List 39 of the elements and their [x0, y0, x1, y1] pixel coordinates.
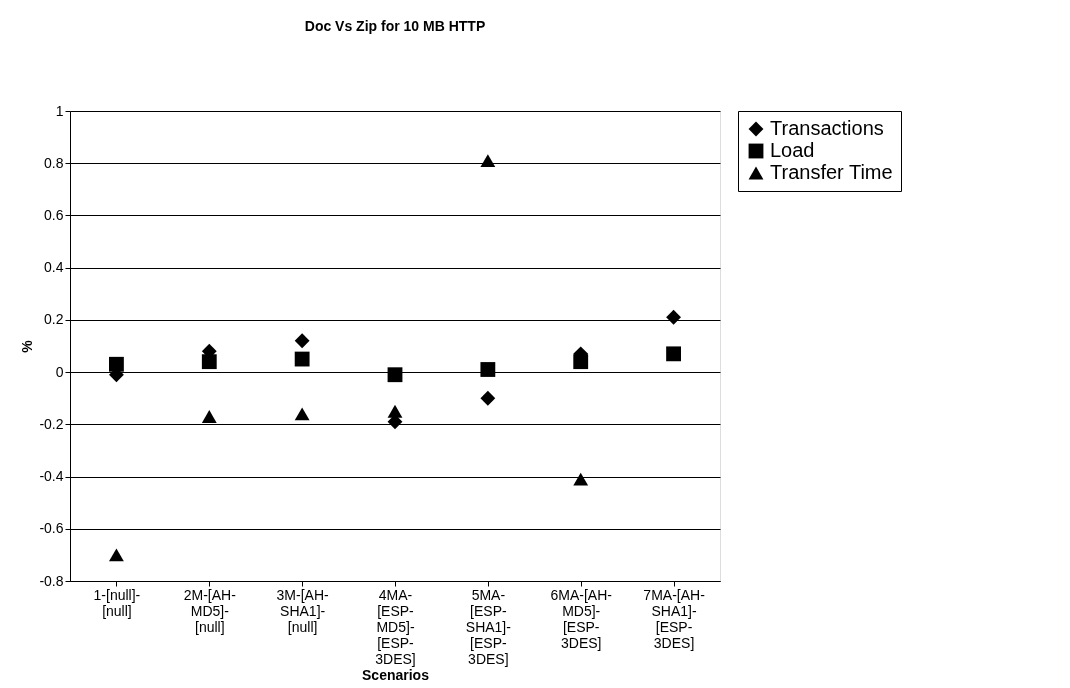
y-tick-label: 0.6 — [44, 206, 64, 223]
y-tick-label: 0.8 — [44, 154, 64, 171]
point — [294, 407, 310, 421]
x-tick-label: 4MA-[ESP-MD5]-[ESP-3DES] — [375, 586, 416, 667]
chart-title: Doc Vs Zip for 10 MB HTTP — [304, 18, 486, 34]
point — [666, 309, 681, 325]
y-tick-label: 0.2 — [44, 311, 64, 328]
legend-label: Load — [770, 139, 815, 161]
y-tick-label: -0.2 — [39, 415, 64, 432]
y-tick-label: 1 — [55, 102, 64, 119]
x-axis-title: Scenarios — [362, 666, 430, 683]
point — [294, 351, 310, 367]
point — [201, 354, 217, 370]
legend-label: Transfer Time — [770, 161, 893, 183]
point — [573, 354, 589, 370]
x-tick-label: 7MA-[AH-SHA1]-[ESP-3DES] — [643, 586, 706, 651]
point — [387, 404, 403, 418]
point — [480, 390, 496, 406]
point — [294, 333, 310, 349]
y-axis-title: % — [19, 339, 36, 353]
point — [387, 367, 403, 383]
y-tick-label: -0.4 — [39, 468, 64, 485]
legend-label: Transactions — [770, 117, 884, 139]
y-tick-label: -0.6 — [39, 520, 64, 537]
y-tick-label: -0.8 — [39, 572, 64, 589]
y-tick-label: 0.4 — [44, 259, 64, 276]
x-tick-label: 6MA-[AH-MD5]-[ESP-3DES] — [550, 586, 613, 651]
point — [201, 410, 217, 423]
point — [573, 472, 589, 486]
x-tick-label: 5MA-[ESP-SHA1]-[ESP-3DES] — [465, 586, 512, 667]
point — [480, 154, 496, 168]
x-tick-label: 1-[null]-[null] — [93, 586, 141, 619]
point — [109, 548, 124, 562]
x-tick-label: 2M-[AH-MD5]-[null] — [183, 586, 237, 635]
point — [480, 362, 496, 377]
x-tick-label: 3M-[AH-SHA1]-[null] — [276, 586, 330, 635]
point — [666, 346, 681, 362]
y-tick-label: 0 — [55, 363, 64, 380]
point — [109, 356, 124, 372]
